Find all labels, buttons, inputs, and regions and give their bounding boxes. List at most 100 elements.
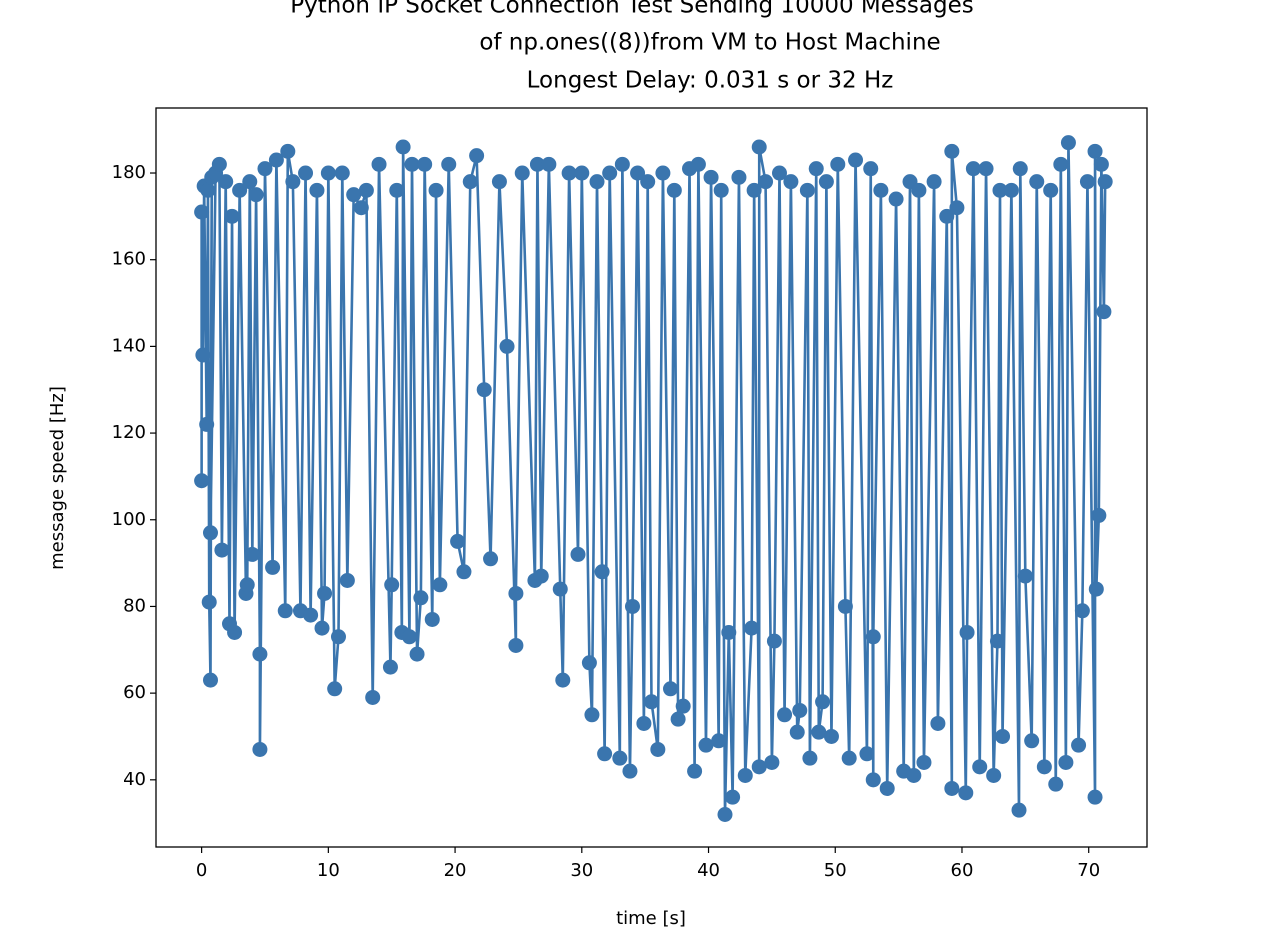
data-point [224,208,240,224]
data-point [959,624,975,640]
data-point [365,689,381,705]
data-point [1003,182,1019,198]
data-point [986,767,1002,783]
y-axis-label: message speed [Hz] [47,386,68,570]
data-point [865,772,881,788]
data-point [655,165,671,181]
data-point [830,156,846,172]
data-point [972,759,988,775]
data-point [499,338,515,354]
data-point [371,156,387,172]
data-point [978,161,994,177]
data-point [334,165,350,181]
data-point [298,165,314,181]
data-point [409,646,425,662]
data-point [257,161,273,177]
data-point [1043,182,1059,198]
data-point [339,572,355,588]
data-point [227,624,243,640]
x-tick-label: 30 [570,860,593,881]
data-point [252,741,268,757]
data-point [597,746,613,762]
data-point [428,182,444,198]
data-point [555,672,571,688]
data-point [848,152,864,168]
x-tick-label: 20 [444,860,467,881]
data-point [789,724,805,740]
data-point [469,148,485,164]
data-point [268,152,284,168]
data-point [1088,581,1104,597]
data-point [758,174,774,190]
data-point [202,672,218,688]
data-point [417,156,433,172]
data-point [309,182,325,198]
data-point [650,741,666,757]
data-point [944,780,960,796]
data-point [303,607,319,623]
data-point [614,156,630,172]
data-point [926,174,942,190]
data-point [280,143,296,159]
data-point [239,577,255,593]
data-point [384,577,400,593]
data-point [529,156,545,172]
data-point [992,182,1008,198]
data-point [589,174,605,190]
data-point [456,564,472,580]
data-point [859,746,875,762]
data-point [721,624,737,640]
data-point [1058,754,1074,770]
data-point [602,165,618,181]
data-point [214,542,230,558]
data-point [612,750,628,766]
data-point [401,629,417,645]
x-tick-label: 40 [697,860,720,881]
data-point [1087,143,1103,159]
chart-title: of np.ones((8))from VM to Host Machine [479,30,940,56]
y-tick-label: 180 [112,162,146,183]
y-tick-label: 160 [112,249,146,270]
data-point [624,598,640,614]
data-point [873,182,889,198]
data-point [731,169,747,185]
data-point [771,165,787,181]
data-point [717,806,733,822]
x-tick-label: 50 [824,860,847,881]
data-point [594,564,610,580]
data-point [666,182,682,198]
data-point [636,715,652,731]
data-point [1074,603,1090,619]
data-point [194,473,210,489]
data-point [395,139,411,155]
data-point [630,165,646,181]
data-point [1097,174,1113,190]
data-point [195,347,211,363]
series-line [200,141,1107,816]
data-point [865,629,881,645]
data-point [818,174,834,190]
data-point [737,767,753,783]
chart-title: Python IP Socket Connection Test Sending… [290,0,973,19]
data-point [200,182,216,198]
data-point [1087,789,1103,805]
data-point [939,208,955,224]
data-point [584,707,600,723]
data-point [314,620,330,636]
data-point [508,637,524,653]
data-point [202,525,218,541]
data-point [248,187,264,203]
data-point [508,585,524,601]
y-tick-label: 120 [112,422,146,443]
data-point [1036,759,1052,775]
data-point [1053,156,1069,172]
data-point [581,655,597,671]
data-point [199,416,215,432]
chart-title: Longest Delay: 0.031 s or 32 Hz [527,68,894,94]
data-point [906,767,922,783]
data-point [1091,507,1107,523]
data-point [751,759,767,775]
y-tick-label: 140 [112,335,146,356]
data-point [533,568,549,584]
